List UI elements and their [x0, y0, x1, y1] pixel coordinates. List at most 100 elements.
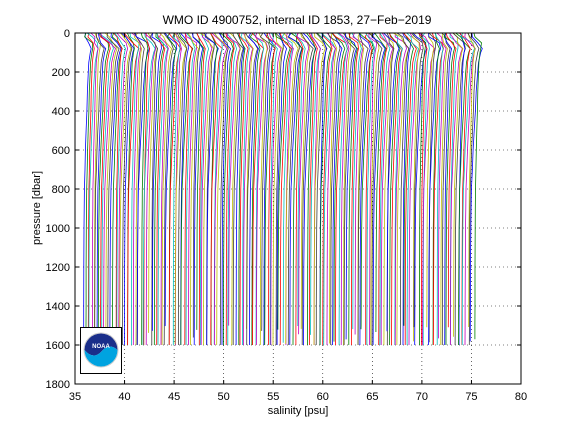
- profile-line: [316, 32, 332, 346]
- profile-line: [94, 32, 105, 345]
- profile-line: [185, 32, 196, 345]
- profile-line: [283, 32, 299, 344]
- profile-line: [453, 32, 464, 337]
- profile-line: [368, 32, 378, 345]
- profile-line: [326, 32, 337, 345]
- profile-line: [249, 32, 261, 345]
- profile-line: [172, 32, 181, 345]
- profile-line: [116, 32, 129, 345]
- profile-line: [344, 32, 357, 340]
- x-tick-label: 75: [465, 391, 477, 403]
- profile-line: [129, 32, 140, 345]
- profile-line: [258, 32, 268, 346]
- profile-line: [243, 32, 254, 345]
- profile-line: [296, 32, 310, 335]
- profile-line: [219, 32, 229, 346]
- profile-line: [254, 32, 269, 346]
- profile-line: [365, 32, 376, 345]
- profile-line: [156, 32, 169, 346]
- profile-line: [142, 32, 156, 346]
- profile-line: [371, 32, 386, 346]
- profile-line: [199, 32, 210, 345]
- profile-line: [176, 32, 188, 345]
- profile-line: [287, 32, 300, 345]
- profile-line: [98, 32, 111, 346]
- profile-line: [329, 32, 338, 344]
- x-tick-label: 50: [218, 391, 230, 403]
- profile-line: [458, 32, 466, 345]
- profile-line: [383, 32, 400, 332]
- profile-line: [294, 32, 306, 326]
- y-tick-label: 1400: [46, 301, 70, 313]
- profile-line: [204, 32, 219, 346]
- profile-line: [408, 32, 421, 346]
- profile-line: [269, 32, 278, 345]
- y-axis-label: pressure [dbar]: [31, 171, 43, 245]
- profile-line: [143, 32, 151, 346]
- profile-line: [379, 32, 391, 346]
- profile-line: [394, 32, 407, 346]
- profile-line: [290, 32, 303, 346]
- profile-line: [378, 32, 388, 346]
- profile-line: [321, 32, 333, 346]
- profile-line: [327, 32, 341, 345]
- profile-line: [445, 32, 457, 328]
- profile-line: [259, 32, 271, 331]
- profile-line: [114, 32, 127, 346]
- profile-line: [428, 32, 442, 346]
- y-tick-label: 1800: [46, 379, 70, 391]
- profile-line: [473, 32, 482, 340]
- x-tick-label: 60: [317, 391, 329, 403]
- profile-line: [268, 32, 282, 345]
- profile-line: [83, 32, 92, 346]
- profile-line: [300, 32, 314, 346]
- profile-line: [106, 32, 120, 345]
- profile-line: [279, 32, 293, 346]
- profile-line: [122, 32, 133, 346]
- series-group: [83, 32, 483, 346]
- y-tick-label: 0: [64, 28, 70, 40]
- profile-line: [87, 32, 95, 345]
- profile-line: [200, 32, 213, 346]
- profile-line: [159, 32, 173, 345]
- profile-line: [84, 32, 94, 345]
- profile-line: [240, 32, 250, 345]
- x-tick-label: 80: [515, 391, 527, 403]
- profile-line: [100, 32, 116, 333]
- profile-line: [411, 32, 424, 328]
- profile-line: [358, 32, 371, 346]
- x-tick-label: 40: [118, 391, 130, 403]
- profile-line: [306, 32, 316, 346]
- profile-line: [380, 32, 394, 345]
- profile-line: [153, 32, 164, 346]
- profile-line: [374, 32, 387, 332]
- profile-line: [418, 32, 427, 346]
- profile-line: [406, 32, 419, 345]
- profile-line: [452, 32, 466, 346]
- profile-line: [236, 32, 246, 345]
- profile-line: [104, 32, 118, 346]
- profile-line: [443, 32, 453, 346]
- profile-line: [263, 32, 273, 346]
- profile-line: [276, 32, 288, 345]
- profile-line: [308, 32, 318, 346]
- profile-line: [123, 32, 140, 346]
- profile-line: [192, 33, 204, 346]
- profile-line: [151, 32, 162, 331]
- profile-line: [351, 32, 362, 330]
- profile-line: [196, 32, 205, 330]
- profile-line: [302, 32, 317, 346]
- profile-line: [275, 32, 291, 330]
- profile-line: [191, 32, 201, 338]
- profile-line: [275, 32, 284, 345]
- profile-line: [187, 32, 199, 345]
- profile-line: [402, 32, 417, 345]
- profile-line: [357, 32, 369, 346]
- profile-line: [265, 32, 276, 346]
- x-axis: 35 40 45 50 55 60 65 70 75 80: [69, 33, 527, 403]
- profile-line: [168, 32, 182, 346]
- profile-line: [238, 32, 249, 345]
- x-tick-label: 35: [69, 391, 81, 403]
- profile-line: [315, 32, 328, 346]
